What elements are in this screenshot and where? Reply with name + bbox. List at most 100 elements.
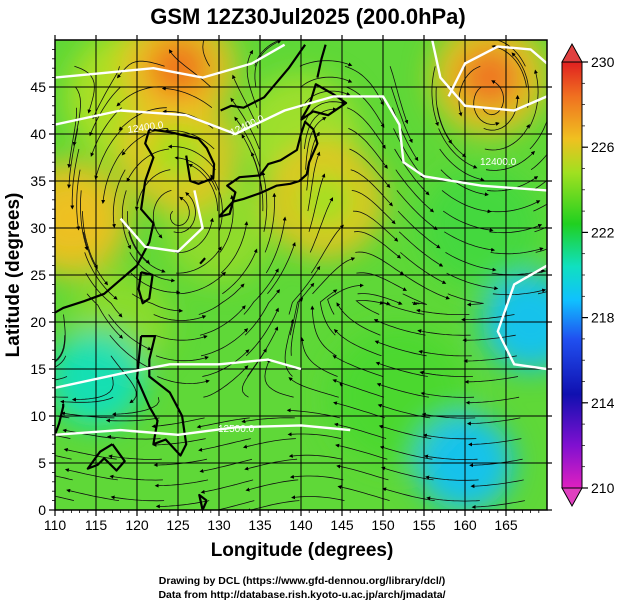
streamline (55, 455, 72, 460)
streamline (202, 349, 250, 377)
streamline (203, 365, 249, 398)
streamline (402, 293, 427, 306)
streamline (246, 500, 300, 510)
streamline (511, 52, 530, 108)
streamline (352, 210, 399, 242)
streamline (154, 334, 208, 341)
streamline (55, 475, 73, 481)
streamline (176, 246, 222, 274)
streamline (431, 66, 439, 127)
streamline (118, 107, 167, 131)
streamline (393, 128, 425, 179)
colorbar-tick-label: 222 (591, 224, 615, 240)
streamline (300, 337, 338, 377)
streamline (177, 271, 226, 295)
streamline (287, 432, 342, 439)
streamline (134, 169, 171, 211)
streamline (116, 60, 165, 79)
streamline (154, 479, 209, 488)
credit-drawing: Drawing by DCL (https://www.gfd-dennou.o… (159, 575, 445, 587)
streamline (234, 116, 261, 170)
streamline (267, 242, 296, 295)
streamline (245, 307, 279, 357)
streamline (395, 169, 435, 213)
streamline (55, 435, 71, 439)
streamline (82, 211, 98, 270)
colorbar-tick-label: 218 (591, 310, 615, 326)
coastline (199, 257, 206, 265)
streamline (488, 200, 541, 213)
x-tick-label: 115 (85, 517, 108, 533)
streamline (55, 376, 68, 381)
coastline (55, 128, 155, 314)
streamline (419, 370, 473, 378)
height-contour (431, 40, 547, 112)
x-tick-label: 165 (494, 517, 518, 533)
y-tick-label: 0 (38, 502, 46, 518)
colorbar-scale (561, 61, 583, 489)
streamline (417, 329, 471, 336)
streamline (198, 283, 245, 315)
streamline (304, 107, 337, 150)
streamline (355, 251, 405, 275)
streamline (536, 270, 547, 274)
colorbar-min-arrow (561, 487, 583, 508)
streamline (67, 107, 77, 169)
streamline (261, 171, 268, 232)
contour-label: 12500.0 (218, 424, 255, 435)
streamline (355, 300, 384, 315)
streamline (67, 128, 79, 189)
streamline (308, 173, 326, 232)
streamline (345, 86, 385, 128)
colorbar-tick-label: 214 (591, 395, 615, 411)
streamline (305, 116, 327, 170)
streamline (382, 487, 435, 501)
streamline (155, 355, 209, 362)
streamline (439, 148, 485, 182)
streamline (485, 150, 536, 171)
streamline (312, 257, 356, 295)
streamline (310, 305, 337, 357)
streamline (105, 417, 160, 423)
streamline (188, 163, 219, 212)
streamline (378, 424, 432, 439)
streamline (62, 428, 116, 439)
streamline (397, 210, 441, 249)
coastline (149, 128, 216, 185)
height-contour (496, 264, 547, 371)
streamline (85, 272, 123, 318)
streamline (245, 479, 299, 492)
streamline (80, 190, 89, 251)
streamline (246, 49, 258, 108)
streamline (201, 328, 249, 357)
streamline (241, 417, 295, 424)
height-contour (55, 424, 351, 436)
y-tick-label: 25 (30, 267, 46, 283)
streamline (64, 468, 118, 481)
x-tick-label: 150 (371, 517, 395, 533)
streamline (89, 86, 121, 137)
grid-lines (55, 40, 547, 510)
streamline (375, 361, 428, 377)
streamline (327, 283, 364, 315)
streamline (168, 49, 212, 88)
streamline (473, 86, 500, 126)
height-contours (55, 40, 547, 436)
streamline (381, 466, 434, 481)
streamline (210, 174, 223, 232)
streamline (390, 86, 413, 144)
streamline (471, 500, 525, 509)
streamline (389, 66, 409, 125)
streamline (534, 226, 547, 233)
x-tick-label: 155 (412, 517, 436, 533)
streamline (425, 475, 479, 481)
streamline (215, 500, 255, 510)
coastline (55, 403, 65, 436)
streamline (92, 66, 120, 120)
streamline (348, 128, 388, 169)
streamline (86, 293, 124, 339)
y-tick-label: 10 (30, 408, 46, 424)
streamline (74, 65, 95, 114)
streamline (108, 454, 162, 460)
